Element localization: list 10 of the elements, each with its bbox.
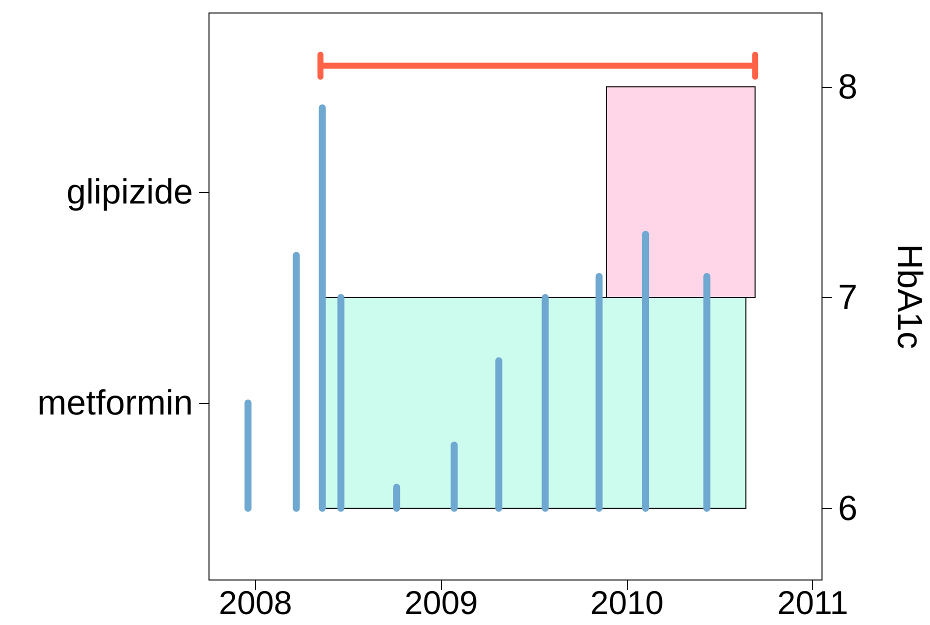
x-tick-label: 2009 [404,584,478,621]
y2-tick-label: 7 [838,278,858,318]
x-tick-label: 2011 [777,584,848,621]
y2-axis-title: HbA1c [890,244,929,350]
x-tick-label: 2008 [218,584,292,621]
y2-tick-label: 8 [838,67,858,106]
y2-tick-label: 6 [838,488,858,528]
y-tick-label: glipizide [66,172,193,212]
x-tick-label: 2010 [590,584,664,621]
y-tick-label: metformin [37,383,193,422]
